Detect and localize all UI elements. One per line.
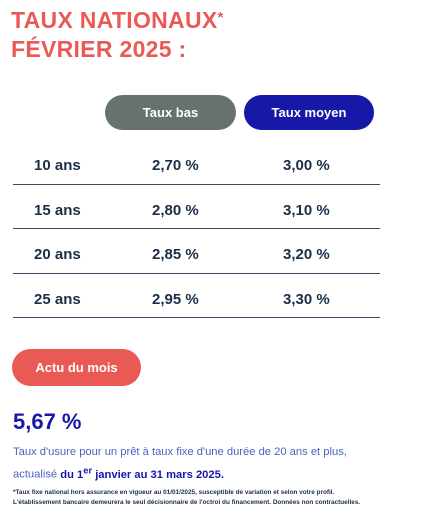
footnote-line-1: *Taux fixe national hors assurance en vi… xyxy=(13,489,335,496)
actu-du-mois-button[interactable]: Actu du mois xyxy=(12,349,141,386)
rates-table: 10 ans 2,70 % 3,00 % 15 ans 2,80 % 3,10 … xyxy=(13,140,380,318)
taux-bas-cell: 2,85 % xyxy=(152,246,199,263)
usure-period-end: janvier au 31 mars 2025. xyxy=(92,468,224,481)
title-line-1: TAUX NATIONAUX* xyxy=(11,6,411,35)
taux-moyen-cell: 3,20 % xyxy=(283,246,330,263)
duration-cell: 20 ans xyxy=(34,246,81,263)
taux-bas-cell: 2,70 % xyxy=(152,157,199,174)
taux-moyen-cell: 3,10 % xyxy=(283,201,330,219)
usure-desc-line-1: Taux d'usure pour un prêt à taux fixe d'… xyxy=(13,446,347,458)
title-line-2: FÉVRIER 2025 : xyxy=(11,36,187,62)
rate-row-15-ans: 15 ans 2,80 % 3,10 % xyxy=(13,185,380,229)
rate-row-20-ans: 20 ans 2,85 % 3,20 % xyxy=(13,229,380,274)
taux-bas-cell: 2,95 % xyxy=(152,290,199,308)
rate-row-10-ans: 10 ans 2,70 % 3,00 % xyxy=(13,140,380,185)
taux-bas-header: Taux bas xyxy=(105,95,236,130)
usure-period: du 1er janvier au 31 mars 2025. xyxy=(60,465,224,481)
title-text: TAUX NATIONAUX xyxy=(11,7,218,33)
taux-moyen-header: Taux moyen xyxy=(244,95,374,130)
disclaimer-footnote: *Taux fixe national hors assurance en vi… xyxy=(13,488,433,508)
taux-usure-description: Taux d'usure pour un prêt à taux fixe d'… xyxy=(13,443,433,484)
footnote-line-2: L'établissement bancaire demeurera le se… xyxy=(13,499,361,506)
taux-moyen-cell: 3,00 % xyxy=(283,157,330,174)
duration-cell: 25 ans xyxy=(34,290,81,308)
duration-cell: 10 ans xyxy=(34,157,81,174)
usure-period-start: du 1 xyxy=(60,468,84,481)
page-title: TAUX NATIONAUX* FÉVRIER 2025 : xyxy=(11,6,411,64)
taux-usure-value: 5,67 % xyxy=(13,409,82,434)
duration-cell: 15 ans xyxy=(34,201,81,219)
usure-desc-line-2: actualisé du 1er janvier au 31 mars 2025… xyxy=(13,461,433,484)
usure-prefix: actualisé xyxy=(13,468,61,481)
title-asterisk: * xyxy=(217,9,224,26)
usure-period-sup: er xyxy=(83,465,93,475)
taux-bas-cell: 2,80 % xyxy=(152,201,199,219)
rate-row-25-ans: 25 ans 2,95 % 3,30 % xyxy=(13,274,380,318)
taux-moyen-cell: 3,30 % xyxy=(283,290,330,308)
